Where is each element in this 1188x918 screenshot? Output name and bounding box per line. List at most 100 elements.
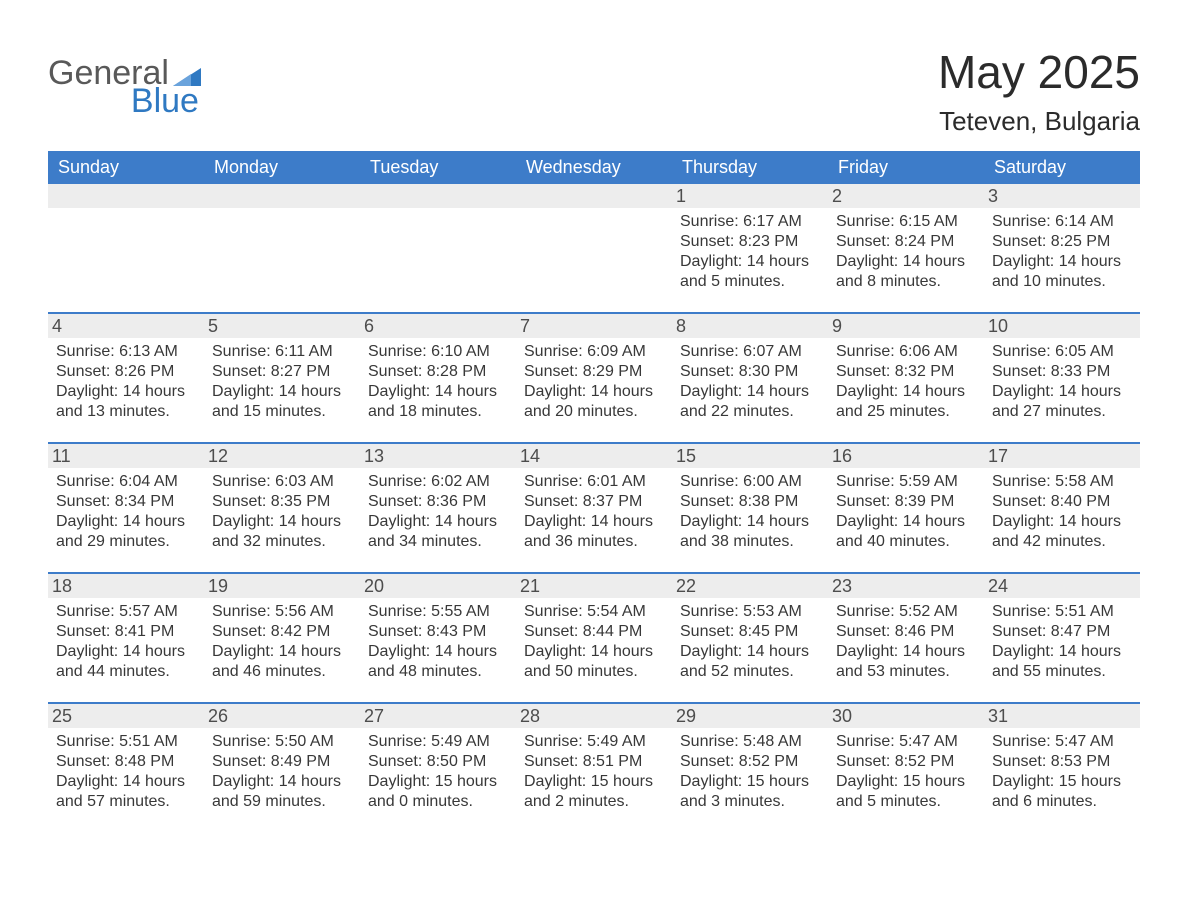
week-row: 25 Sunrise: 5:51 AMSunset: 8:48 PMDayligh… [48, 702, 1140, 832]
day-details: Sunrise: 5:58 AMSunset: 8:40 PMDaylight:… [992, 472, 1132, 552]
sunrise-line: Sunrise: 6:15 AM [836, 212, 976, 232]
sunset-line: Sunset: 8:52 PM [836, 752, 976, 772]
day-details: Sunrise: 6:02 AMSunset: 8:36 PMDaylight:… [368, 472, 508, 552]
weekday-thu: Thursday [672, 151, 828, 184]
daylight-line: Daylight: 14 hours and 50 minutes. [524, 642, 664, 682]
sunset-line: Sunset: 8:23 PM [680, 232, 820, 252]
daylight-line: Daylight: 14 hours and 40 minutes. [836, 512, 976, 552]
page-header: General Blue May 2025 Teteven, Bulgaria [48, 48, 1140, 137]
day-number: 2 [828, 184, 984, 208]
daylight-line: Daylight: 14 hours and 44 minutes. [56, 642, 196, 682]
day-details: Sunrise: 5:51 AMSunset: 8:48 PMDaylight:… [56, 732, 196, 812]
day-number: 25 [48, 704, 204, 728]
daylight-line: Daylight: 14 hours and 13 minutes. [56, 382, 196, 422]
sunrise-line: Sunrise: 6:17 AM [680, 212, 820, 232]
day-number: 10 [984, 314, 1140, 338]
daylight-line: Daylight: 14 hours and 57 minutes. [56, 772, 196, 812]
day-number: 24 [984, 574, 1140, 598]
daylight-line: Daylight: 14 hours and 42 minutes. [992, 512, 1132, 552]
day-number: 27 [360, 704, 516, 728]
sunset-line: Sunset: 8:33 PM [992, 362, 1132, 382]
sunrise-line: Sunrise: 6:07 AM [680, 342, 820, 362]
day-number: 23 [828, 574, 984, 598]
weekday-sun: Sunday [48, 151, 204, 184]
daylight-line: Daylight: 14 hours and 22 minutes. [680, 382, 820, 422]
day-cell: 3Sunrise: 6:14 AMSunset: 8:25 PMDaylight… [984, 184, 1140, 312]
sunrise-line: Sunrise: 5:56 AM [212, 602, 352, 622]
sunset-line: Sunset: 8:53 PM [992, 752, 1132, 772]
sunset-line: Sunset: 8:48 PM [56, 752, 196, 772]
title-block: May 2025 Teteven, Bulgaria [938, 48, 1140, 137]
sunset-line: Sunset: 8:42 PM [212, 622, 352, 642]
sunrise-line: Sunrise: 6:10 AM [368, 342, 508, 362]
day-details: Sunrise: 5:54 AMSunset: 8:44 PMDaylight:… [524, 602, 664, 682]
day-cell: 29Sunrise: 5:48 AMSunset: 8:52 PMDayligh… [672, 704, 828, 832]
sunset-line: Sunset: 8:51 PM [524, 752, 664, 772]
daylight-line: Daylight: 14 hours and 36 minutes. [524, 512, 664, 552]
day-number: 13 [360, 444, 516, 468]
day-number [204, 184, 360, 208]
day-number: 4 [48, 314, 204, 338]
sunset-line: Sunset: 8:37 PM [524, 492, 664, 512]
day-cell: 8Sunrise: 6:07 AMSunset: 8:30 PMDaylight… [672, 314, 828, 442]
day-number: 6 [360, 314, 516, 338]
day-cell: 15Sunrise: 6:00 AMSunset: 8:38 PMDayligh… [672, 444, 828, 572]
sunset-line: Sunset: 8:44 PM [524, 622, 664, 642]
daylight-line: Daylight: 14 hours and 27 minutes. [992, 382, 1132, 422]
weekday-tue: Tuesday [360, 151, 516, 184]
sunset-line: Sunset: 8:26 PM [56, 362, 196, 382]
sunrise-line: Sunrise: 5:47 AM [992, 732, 1132, 752]
daylight-line: Daylight: 14 hours and 29 minutes. [56, 512, 196, 552]
day-cell: 10 Sunrise: 6:05 AMSunset: 8:33 PMDayligh… [984, 314, 1140, 442]
day-cell: 26Sunrise: 5:50 AMSunset: 8:49 PMDayligh… [204, 704, 360, 832]
day-number [360, 184, 516, 208]
sunrise-line: Sunrise: 5:53 AM [680, 602, 820, 622]
day-cell: 4Sunrise: 6:13 AMSunset: 8:26 PMDaylight… [48, 314, 204, 442]
day-cell: 16Sunrise: 5:59 AMSunset: 8:39 PMDayligh… [828, 444, 984, 572]
day-details: Sunrise: 5:53 AMSunset: 8:45 PMDaylight:… [680, 602, 820, 682]
sunset-line: Sunset: 8:49 PM [212, 752, 352, 772]
sunrise-line: Sunrise: 6:03 AM [212, 472, 352, 492]
daylight-line: Daylight: 14 hours and 32 minutes. [212, 512, 352, 552]
week-row: 18Sunrise: 5:57 AMSunset: 8:41 PMDayligh… [48, 572, 1140, 702]
sunset-line: Sunset: 8:41 PM [56, 622, 196, 642]
day-number: 14 [516, 444, 672, 468]
weekday-sat: Saturday [984, 151, 1140, 184]
day-details: Sunrise: 5:47 AMSunset: 8:52 PMDaylight:… [836, 732, 976, 812]
daylight-line: Daylight: 14 hours and 15 minutes. [212, 382, 352, 422]
day-number: 15 [672, 444, 828, 468]
logo-text-blue: Blue [131, 84, 199, 118]
day-details: Sunrise: 6:09 AMSunset: 8:29 PMDaylight:… [524, 342, 664, 422]
sunset-line: Sunset: 8:52 PM [680, 752, 820, 772]
day-details: Sunrise: 6:01 AMSunset: 8:37 PMDaylight:… [524, 472, 664, 552]
day-cell: 28Sunrise: 5:49 AMSunset: 8:51 PMDayligh… [516, 704, 672, 832]
day-cell: 14 Sunrise: 6:01 AMSunset: 8:37 PMDayligh… [516, 444, 672, 572]
day-details: Sunrise: 5:47 AMSunset: 8:53 PMDaylight:… [992, 732, 1132, 812]
day-number: 5 [204, 314, 360, 338]
daylight-line: Daylight: 14 hours and 5 minutes. [680, 252, 820, 292]
day-number: 18 [48, 574, 204, 598]
sunset-line: Sunset: 8:47 PM [992, 622, 1132, 642]
sunset-line: Sunset: 8:46 PM [836, 622, 976, 642]
day-number: 12 [204, 444, 360, 468]
weekday-mon: Monday [204, 151, 360, 184]
daylight-line: Daylight: 15 hours and 6 minutes. [992, 772, 1132, 812]
sunrise-line: Sunrise: 5:50 AM [212, 732, 352, 752]
daylight-line: Daylight: 15 hours and 2 minutes. [524, 772, 664, 812]
logo-line1: General [48, 56, 201, 90]
day-cell: 20Sunrise: 5:55 AMSunset: 8:43 PMDayligh… [360, 574, 516, 702]
day-cell: 25 Sunrise: 5:51 AMSunset: 8:48 PMDayligh… [48, 704, 204, 832]
day-details: Sunrise: 5:52 AMSunset: 8:46 PMDaylight:… [836, 602, 976, 682]
sunset-line: Sunset: 8:40 PM [992, 492, 1132, 512]
day-cell [360, 184, 516, 312]
daylight-line: Daylight: 14 hours and 34 minutes. [368, 512, 508, 552]
day-details: Sunrise: 5:59 AMSunset: 8:39 PMDaylight:… [836, 472, 976, 552]
day-details: Sunrise: 6:05 AMSunset: 8:33 PMDaylight:… [992, 342, 1132, 422]
day-cell: 5 Sunrise: 6:11 AMSunset: 8:27 PMDaylight… [204, 314, 360, 442]
day-details: Sunrise: 6:11 AMSunset: 8:27 PMDaylight:… [212, 342, 352, 422]
day-cell: 12Sunrise: 6:03 AMSunset: 8:35 PMDayligh… [204, 444, 360, 572]
day-details: Sunrise: 5:50 AMSunset: 8:49 PMDaylight:… [212, 732, 352, 812]
daylight-line: Daylight: 14 hours and 53 minutes. [836, 642, 976, 682]
sunrise-line: Sunrise: 5:51 AM [992, 602, 1132, 622]
sunrise-line: Sunrise: 5:58 AM [992, 472, 1132, 492]
